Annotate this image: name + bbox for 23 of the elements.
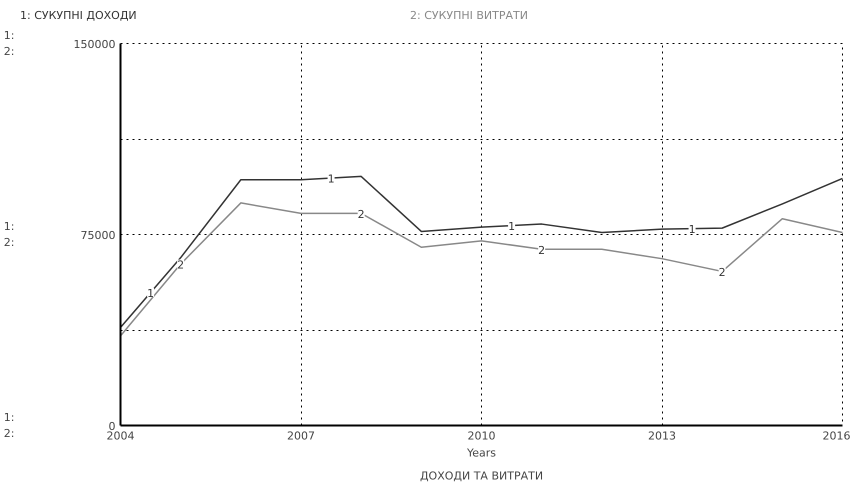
text: 1: 2: xyxy=(4,411,15,440)
x-tick-label: 2016 xyxy=(822,430,850,442)
annotation: 1 xyxy=(328,172,335,186)
line-series xyxy=(120,202,842,337)
annotation: 2 xyxy=(177,258,184,272)
annotation: 2 xyxy=(718,266,726,279)
text: 1: 2: xyxy=(4,29,15,58)
text: 2: СУКУПНІ ВИТРАТИ xyxy=(410,8,528,24)
line-series xyxy=(120,176,842,328)
y-tick-label: 150000 xyxy=(74,38,116,51)
text: 1: 2: xyxy=(4,220,15,249)
text: 1: СУКУПНІ ДОХОДИ xyxy=(20,8,137,24)
annotation: 2 xyxy=(538,244,546,257)
x-axis-title: Years xyxy=(466,446,496,460)
x-tick-label: 2007 xyxy=(287,430,316,442)
annotation: 1 xyxy=(508,220,516,234)
x-tick-label: 2010 xyxy=(468,430,496,442)
annotation: 1 xyxy=(688,223,696,236)
text: ДОХОДИ ТА ВИТРАТИ xyxy=(420,470,544,482)
y-tick-label: 75000 xyxy=(80,229,116,242)
annotation: 1 xyxy=(147,287,154,300)
annotation: 2 xyxy=(358,208,365,221)
x-tick-label: 2013 xyxy=(648,430,676,442)
